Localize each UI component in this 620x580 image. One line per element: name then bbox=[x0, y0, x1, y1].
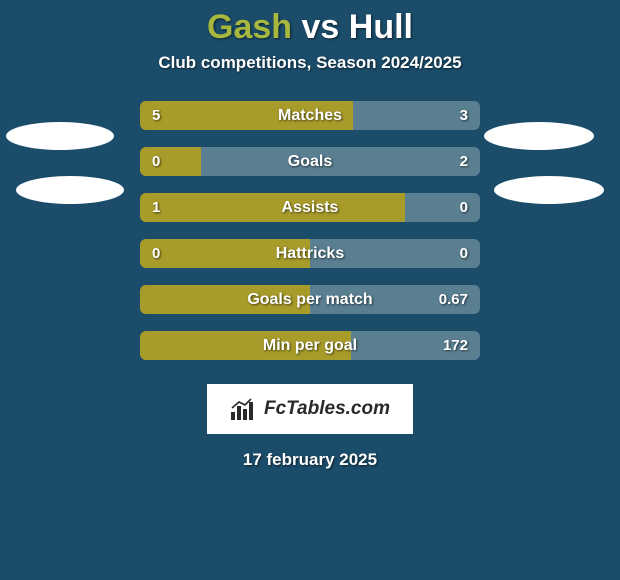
stat-label: Matches bbox=[140, 101, 480, 130]
stat-label: Goals bbox=[140, 147, 480, 176]
comparison-infographic: Gash vs Hull Club competitions, Season 2… bbox=[0, 0, 620, 580]
stat-row: Goals0 2 bbox=[140, 147, 480, 176]
stat-value-left: 1 bbox=[152, 193, 160, 222]
stat-row: Assists1 0 bbox=[140, 193, 480, 222]
stat-bars: Matches53Goals02Assists10Hattricks00Goal… bbox=[140, 101, 480, 360]
stat-value-left: 0 bbox=[152, 147, 160, 176]
stat-value-right: 0 bbox=[460, 193, 468, 222]
stat-row: Matches5 3 bbox=[140, 101, 480, 130]
player1-badge-shadow-2 bbox=[16, 176, 124, 204]
title-player1: Gash bbox=[207, 8, 292, 46]
date-text: 17 february 2025 bbox=[0, 450, 620, 470]
player2-badge-shadow-1 bbox=[484, 122, 594, 150]
player1-badge-shadow-1 bbox=[6, 122, 114, 150]
page-title: Gash vs Hull bbox=[0, 0, 620, 47]
stat-label: Min per goal bbox=[140, 331, 480, 360]
stat-value-right: 2 bbox=[460, 147, 468, 176]
source-logo-text: FcTables.com bbox=[264, 398, 390, 420]
stat-label: Goals per match bbox=[140, 285, 480, 314]
stat-value-right: 0.67 bbox=[439, 285, 468, 314]
stat-row: Min per goal172 bbox=[140, 331, 480, 360]
stat-row: Hattricks0 0 bbox=[140, 239, 480, 268]
stat-value-left: 0 bbox=[152, 239, 160, 268]
stat-label: Hattricks bbox=[140, 239, 480, 268]
stat-value-right: 0 bbox=[460, 239, 468, 268]
player2-badge-shadow-2 bbox=[494, 176, 604, 204]
title-player2: Hull bbox=[349, 8, 413, 46]
stat-row: Goals per match0.67 bbox=[140, 285, 480, 314]
subtitle: Club competitions, Season 2024/2025 bbox=[0, 53, 620, 73]
title-vs: vs bbox=[302, 8, 340, 46]
stat-label: Assists bbox=[140, 193, 480, 222]
stat-value-right: 3 bbox=[460, 101, 468, 130]
stat-value-right: 172 bbox=[443, 331, 468, 360]
stat-value-left: 5 bbox=[152, 101, 160, 130]
bar-chart-icon bbox=[230, 398, 258, 420]
source-logo: FcTables.com bbox=[207, 384, 413, 434]
